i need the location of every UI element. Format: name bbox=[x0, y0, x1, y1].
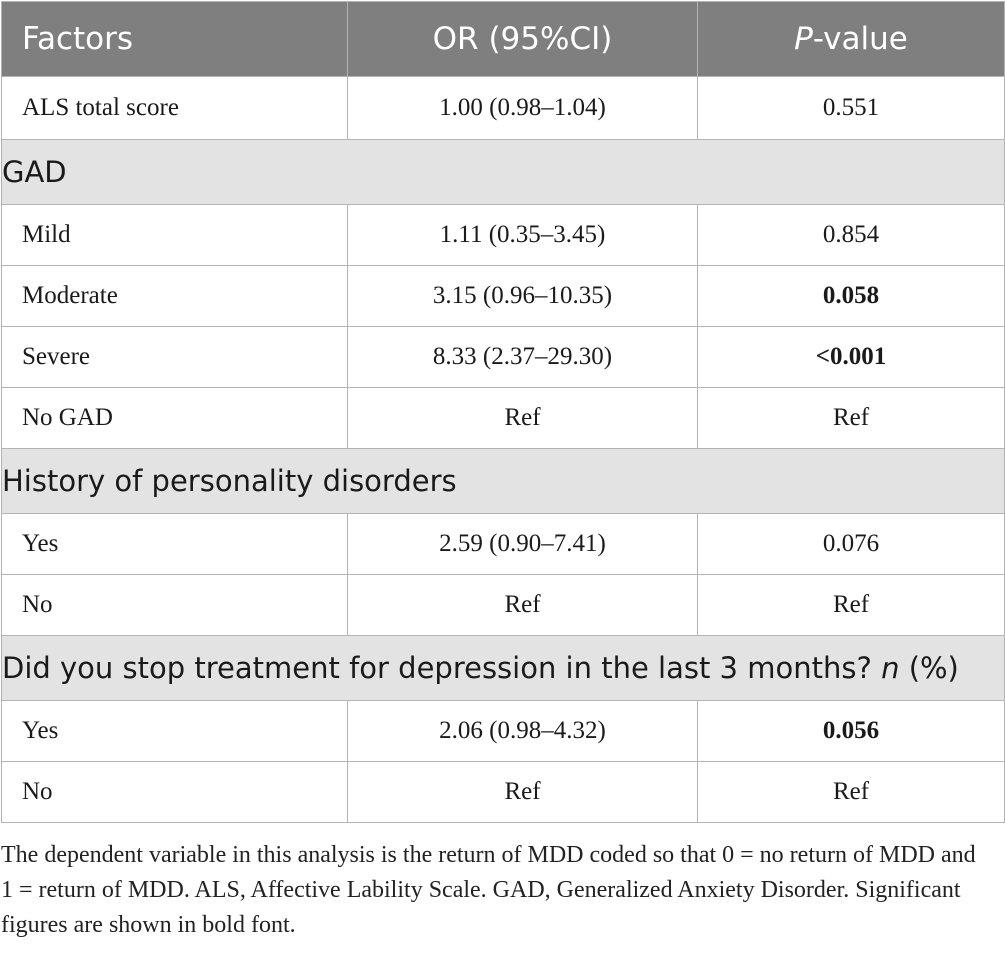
cell-factor: ALS total score bbox=[1, 76, 348, 140]
group-label-tail: (%) bbox=[908, 651, 959, 685]
cell-p-value: 0.076 bbox=[697, 513, 1005, 575]
group-label-text: Did you stop treatment for depression in… bbox=[2, 651, 872, 685]
group-label: History of personality disorders bbox=[1, 448, 1005, 514]
cell-p-value: 0.058 bbox=[697, 265, 1005, 327]
table-header-row: Factors OR (95%CI) P-value bbox=[1, 1, 1005, 77]
cell-p-value: Ref bbox=[697, 761, 1005, 823]
cell-p-value: 0.056 bbox=[697, 700, 1005, 762]
results-table: Factors OR (95%CI) P-value ALS total sco… bbox=[1, 1, 1005, 823]
table-row: ALS total score 1.00 (0.98–1.04) 0.551 bbox=[1, 76, 1005, 140]
group-label-italic: n bbox=[881, 651, 900, 685]
cell-or-ci: Ref bbox=[347, 387, 698, 449]
table-row: Yes 2.59 (0.90–7.41) 0.076 bbox=[1, 513, 1005, 575]
cell-factor: Mild bbox=[1, 204, 348, 266]
group-label: Did you stop treatment for depression in… bbox=[1, 635, 1005, 701]
table-row: Mild 1.11 (0.35–3.45) 0.854 bbox=[1, 204, 1005, 266]
group-label: GAD bbox=[1, 139, 1005, 205]
table-row: Yes 2.06 (0.98–4.32) 0.056 bbox=[1, 700, 1005, 762]
table-footnote: The dependent variable in this analysis … bbox=[1, 842, 976, 938]
cell-p-value: 0.854 bbox=[697, 204, 1005, 266]
table-body: ALS total score 1.00 (0.98–1.04) 0.551 GAD M… bbox=[1, 76, 1005, 823]
table-row: Severe 8.33 (2.37–29.30) <0.001 bbox=[1, 326, 1005, 388]
cell-or-ci: 2.59 (0.90–7.41) bbox=[347, 513, 698, 575]
header-p-italic: P bbox=[794, 21, 813, 57]
table-row: Moderate 3.15 (0.96–10.35) 0.058 bbox=[1, 265, 1005, 327]
table-row: No GAD Ref Ref bbox=[1, 387, 1005, 449]
cell-factor: Yes bbox=[1, 513, 348, 575]
header-or-ci: OR (95%CI) bbox=[347, 1, 698, 77]
group-header-row: History of personality disorders bbox=[1, 448, 1005, 514]
cell-p-value: 0.551 bbox=[697, 76, 1005, 140]
cell-p-value: Ref bbox=[697, 387, 1005, 449]
cell-factor: No GAD bbox=[1, 387, 348, 449]
group-label-text: GAD bbox=[2, 155, 67, 189]
cell-p-value: <0.001 bbox=[697, 326, 1005, 388]
cell-or-ci: 1.11 (0.35–3.45) bbox=[347, 204, 698, 266]
cell-factor: Yes bbox=[1, 700, 348, 762]
cell-or-ci: 8.33 (2.37–29.30) bbox=[347, 326, 698, 388]
cell-factor: Moderate bbox=[1, 265, 348, 327]
table-row: No Ref Ref bbox=[1, 761, 1005, 823]
cell-or-ci: 2.06 (0.98–4.32) bbox=[347, 700, 698, 762]
cell-or-ci: 1.00 (0.98–1.04) bbox=[347, 76, 698, 140]
header-factors: Factors bbox=[1, 1, 348, 77]
cell-or-ci: 3.15 (0.96–10.35) bbox=[347, 265, 698, 327]
cell-factor: No bbox=[1, 574, 348, 636]
header-p-value: P-value bbox=[697, 1, 1005, 77]
group-header-row: GAD bbox=[1, 139, 1005, 205]
cell-factor: Severe bbox=[1, 326, 348, 388]
cell-p-value: Ref bbox=[697, 574, 1005, 636]
group-header-row: Did you stop treatment for depression in… bbox=[1, 635, 1005, 701]
cell-or-ci: Ref bbox=[347, 574, 698, 636]
table-row: No Ref Ref bbox=[1, 574, 1005, 636]
group-label-text: History of personality disorders bbox=[2, 464, 457, 498]
cell-factor: No bbox=[1, 761, 348, 823]
cell-or-ci: Ref bbox=[347, 761, 698, 823]
header-p-rest: -value bbox=[812, 21, 908, 57]
